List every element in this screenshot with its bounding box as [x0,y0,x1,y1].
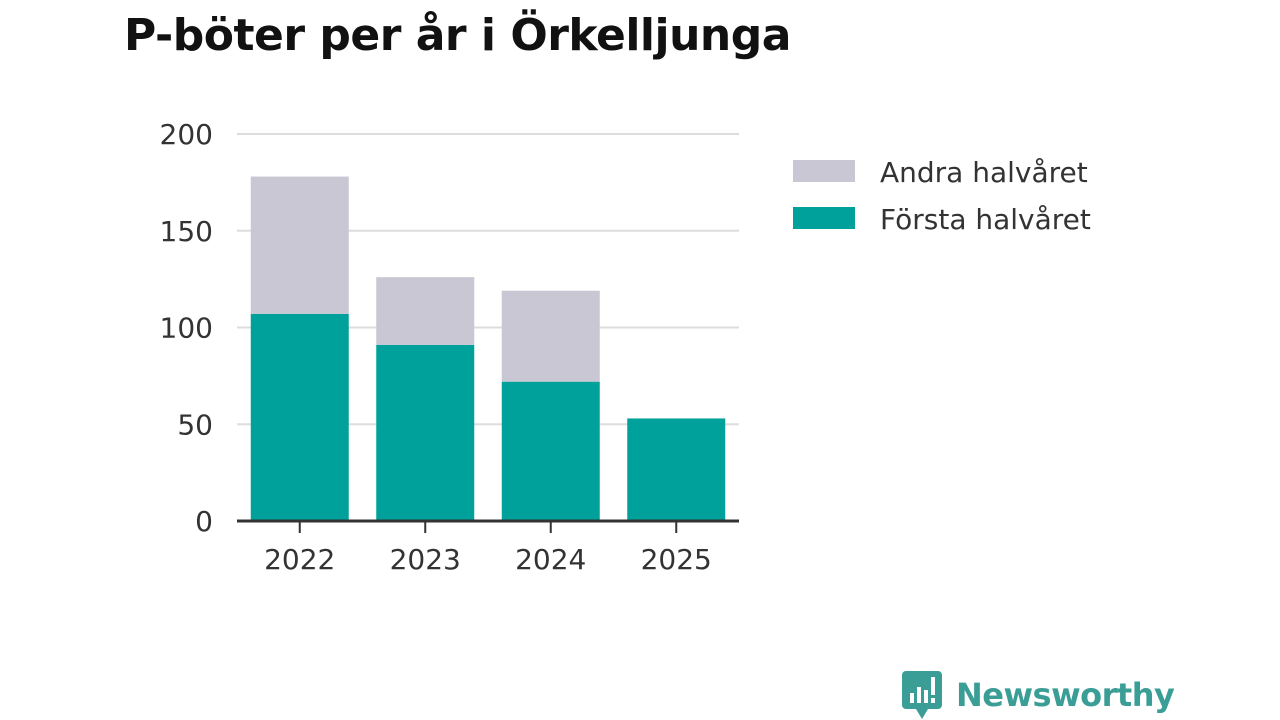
legend-label: Andra halvåret [880,156,1088,189]
legend-swatch [793,207,855,229]
x-tick-label: 2022 [264,543,335,576]
x-tick-label: 2024 [515,543,586,576]
x-tick-label: 2025 [641,543,712,576]
y-tick-label: 150 [160,215,213,248]
legend-swatch [793,160,855,182]
y-tick-label: 50 [177,408,213,441]
chart-title: P-böter per år i Örkelljunga [124,10,791,61]
y-tick-label: 200 [160,118,213,151]
stacked-bar-chart: 0 50 100 150 200 2022 2023 2024 2025 Andra halvå… [160,118,1091,576]
bars [250,176,726,521]
bar-andra-halvaret-2023 [376,277,475,345]
axes: 0 50 100 150 200 2022 2023 2024 2025 [160,118,739,576]
bar-andra-halvaret-2022 [250,176,349,314]
bar-forsta-halvaret-2023 [376,344,475,521]
legend-label: Första halvåret [880,203,1091,236]
bar-chart-speech-bubble-icon [902,671,942,719]
y-tick-label: 100 [160,312,213,345]
x-tick-label: 2023 [390,543,461,576]
bar-forsta-halvaret-2025 [627,418,726,521]
bar-forsta-halvaret-2022 [250,313,349,521]
brand-name: Newsworthy [956,676,1175,714]
newsworthy-logo: Newsworthy [902,670,1175,720]
y-tick-label: 0 [195,505,213,538]
bar-forsta-halvaret-2024 [501,381,600,521]
legend: Andra halvåret Första halvåret [793,156,1091,236]
bar-andra-halvaret-2024 [501,290,600,382]
